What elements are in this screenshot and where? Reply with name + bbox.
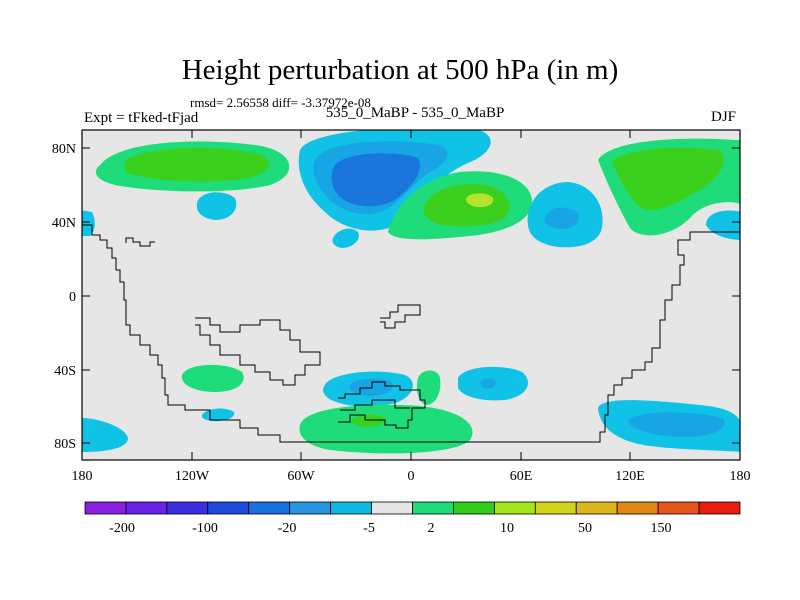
colorbar-label: -20: [278, 521, 297, 536]
lat-label: 80N: [52, 142, 76, 157]
lon-label: 120W: [175, 469, 210, 484]
colorbar-swatch: [657, 501, 700, 515]
coastline: [82, 224, 740, 443]
colorbar-swatch: [616, 501, 659, 515]
lon-label: 60E: [510, 469, 533, 484]
coastline-segment: [125, 237, 155, 247]
lon-label: 0: [408, 469, 415, 484]
lat-label: 80S: [54, 437, 76, 452]
colorbar-label: -200: [109, 521, 135, 536]
colorbar-swatch: [125, 501, 168, 515]
lon-labels: 180 120W 60W 0 60E 120E 180: [72, 469, 751, 484]
contour-light-blue: [332, 228, 359, 248]
contour-mid-green: [351, 414, 386, 427]
experiment-label: Expt = tFked-tFjad: [84, 110, 199, 126]
colorbar-swatch: [412, 501, 454, 515]
colorbar: [84, 501, 741, 515]
contour-field: [82, 130, 740, 460]
colorbar-swatch: [371, 501, 413, 515]
lat-labels: 80N 40N 0 40S 80S: [52, 142, 76, 452]
colorbar-swatch: [575, 501, 618, 515]
coastline-segment: [195, 317, 321, 386]
lon-label: 60W: [287, 469, 315, 484]
lat-label: 40S: [54, 364, 76, 379]
lat-label: 40N: [52, 216, 76, 231]
colorbar-labels: -200 -100 -20 -5 2 10 50 150: [109, 521, 671, 536]
lon-label: 120E: [615, 469, 645, 484]
colorbar-swatch: [289, 501, 332, 515]
lat-label: 0: [69, 290, 76, 305]
contour-mid-green: [612, 147, 724, 210]
contour-mid-blue: [544, 207, 579, 230]
colorbar-label: -100: [192, 521, 218, 536]
contour-light-blue: [196, 192, 237, 220]
lon-label: 180: [730, 469, 751, 484]
colorbar-swatch: [698, 501, 741, 515]
contour-light-green: [181, 364, 244, 392]
contour-mid-blue: [628, 412, 725, 437]
contour-light-green: [299, 404, 473, 454]
contour-light-blue: [82, 418, 128, 452]
coastline-segment: [338, 381, 426, 429]
colorbar-label: 50: [578, 521, 592, 536]
coastline-segment: [380, 304, 421, 329]
contour-light-green: [416, 370, 441, 405]
colorbar-swatch: [453, 501, 495, 515]
coastline-segment: [340, 399, 410, 411]
colorbar-swatch: [330, 501, 372, 515]
case-label: 535_0_MaBP - 535_0_MaBP: [325, 105, 505, 121]
colorbar-swatch: [534, 501, 577, 515]
season-label: DJF: [711, 109, 737, 125]
contour-dark-blue: [331, 153, 420, 207]
colorbar-label: 10: [500, 521, 514, 536]
contour-mid-green: [125, 148, 270, 182]
colorbar-label: -5: [363, 521, 375, 536]
colorbar-swatch: [493, 501, 536, 515]
coastline-segment: [82, 224, 740, 443]
lat-ticks: [82, 147, 740, 444]
colorbar-label: 2: [428, 521, 435, 536]
contour-yellow-green: [466, 193, 494, 208]
lon-label: 180: [72, 469, 93, 484]
lon-ticks: [81, 130, 741, 460]
contour-light-blue: [706, 210, 740, 240]
colorbar-swatch: [248, 501, 291, 515]
colorbar-swatch: [207, 501, 250, 515]
colorbar-swatch: [84, 501, 127, 515]
colorbar-label: 150: [651, 521, 672, 536]
contour-mid-blue: [480, 378, 497, 389]
colorbar-swatch: [166, 501, 209, 515]
rmsd-diff-stats: rmsd= 2.56558 diff= -3.37972e-08: [190, 95, 371, 110]
plot-title: Height perturbation at 500 hPa (in m): [181, 54, 619, 86]
